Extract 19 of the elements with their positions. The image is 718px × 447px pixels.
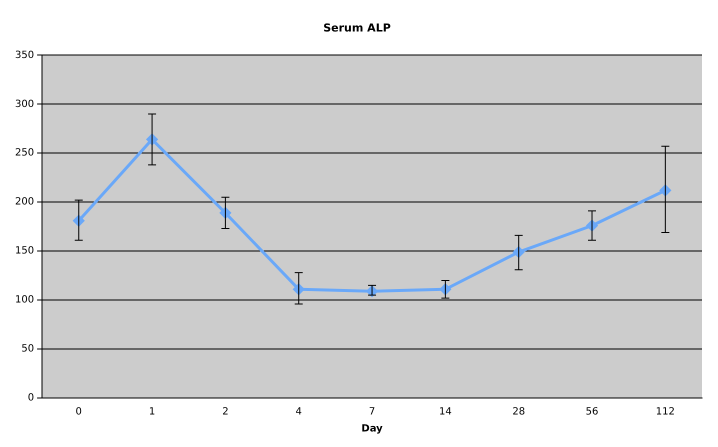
y-tick-label: 250 [14,148,34,159]
x-tick-label: 1 [148,406,156,418]
y-tick-label: 50 [21,344,34,355]
x-tick-label: 28 [512,406,526,418]
x-axis-title: Day [361,424,384,435]
y-tick-label: 150 [14,246,34,257]
chart-title: Serum ALP [323,21,391,34]
y-tick-label: 300 [14,98,34,110]
x-tick-label: 56 [586,406,598,418]
x-tick-label: 2 [222,406,229,418]
y-tick-label: 350 [14,50,34,61]
y-tick-label: 200 [14,196,34,208]
y-tick-label: 0 [28,392,34,404]
x-tick-label: 7 [368,406,376,418]
x-tick-label: 112 [656,406,675,418]
x-tick-label: 4 [296,406,302,418]
y-tick-label: 100 [14,294,34,306]
x-tick-label: 14 [439,406,452,418]
x-tick-label: 0 [76,406,82,418]
